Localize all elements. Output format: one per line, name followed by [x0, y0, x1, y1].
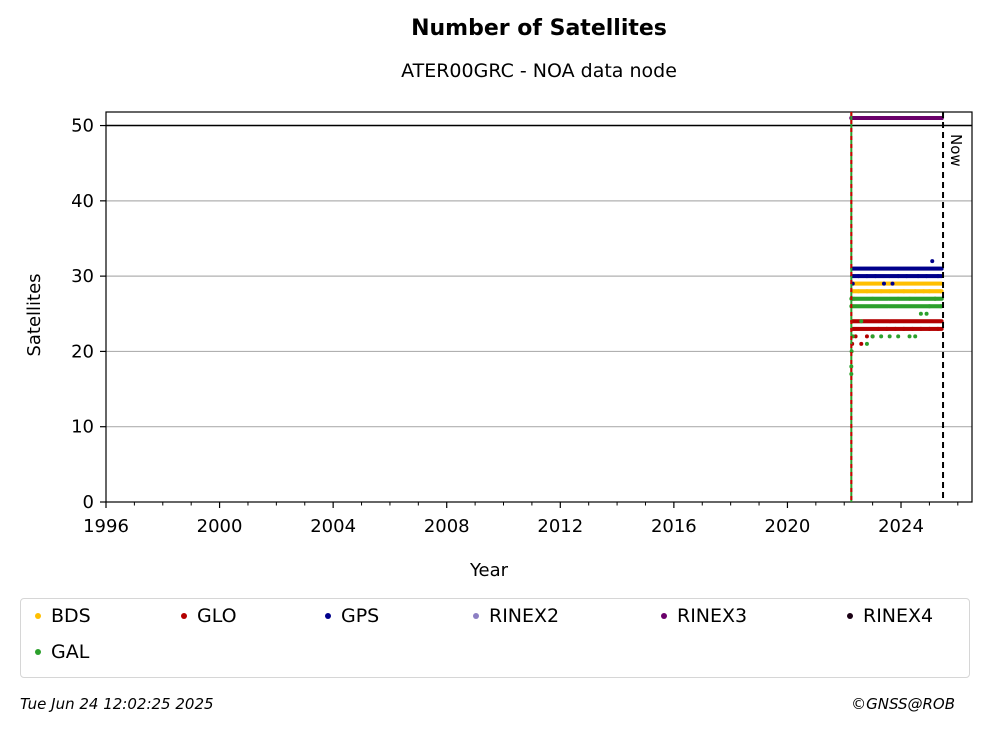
point-gal	[859, 319, 864, 324]
legend-marker	[847, 613, 853, 619]
x-tick-label: 2012	[537, 516, 583, 537]
chart-subtitle: ATER00GRC - NOA data node	[401, 60, 677, 82]
y-axis-label: Satellites	[24, 273, 45, 356]
point-bds	[887, 289, 892, 294]
point-gal	[933, 296, 938, 301]
point-glo	[910, 326, 915, 331]
point-gal	[913, 334, 918, 339]
point-glo	[927, 326, 932, 331]
legend-marker	[35, 649, 41, 655]
point-bds	[927, 289, 932, 294]
legend-label: GLO	[197, 605, 237, 627]
series-bds	[850, 281, 944, 324]
legend: BDS GLO GPS RINEX2 RINEX3 RINEX4 GAL	[20, 598, 970, 678]
point-gal	[864, 341, 869, 346]
point-gps	[924, 274, 929, 279]
point-glo	[876, 326, 881, 331]
point-bds	[856, 289, 861, 294]
series-gps	[850, 259, 944, 301]
point-gps	[935, 274, 940, 279]
point-glo	[935, 326, 940, 331]
legend-item-bds: BDS	[35, 605, 91, 627]
y-tick-label: 40	[71, 191, 94, 212]
legend-item-gal: GAL	[35, 641, 89, 663]
point-gal	[924, 311, 929, 316]
legend-label: RINEX3	[677, 605, 748, 627]
satellites-chart: 0 10 20 30 40 50 1996 2000 2004 2008 2012 2016 2020 2…	[24, 111, 973, 581]
x-tick-label: 2008	[424, 516, 470, 537]
y-tick-label: 20	[71, 341, 94, 362]
point-bds	[864, 289, 869, 294]
series-glo	[850, 319, 944, 346]
point-glo	[901, 326, 906, 331]
legend-item-glo: GLO	[181, 605, 237, 627]
x-tick-label: 2000	[197, 516, 243, 537]
legend-item-rinex4: RINEX4	[847, 605, 933, 627]
legend-label: RINEX4	[863, 605, 934, 627]
series-gal	[849, 296, 944, 377]
y-tick-label: 30	[71, 266, 94, 287]
x-tick-label: 2004	[310, 516, 356, 537]
point-gal	[918, 311, 923, 316]
y-tick-label: 50	[71, 116, 94, 137]
point-gal	[927, 304, 932, 309]
point-glo	[884, 326, 889, 331]
point-gps	[916, 274, 921, 279]
point-gps	[881, 281, 886, 286]
point-glo	[893, 326, 898, 331]
now-label: Now	[947, 134, 965, 167]
point-gal	[938, 304, 943, 309]
series-rinex3	[849, 116, 944, 121]
point-gal	[879, 334, 884, 339]
x-tick-label: 2024	[878, 516, 924, 537]
point-gps	[873, 274, 878, 279]
legend-item-rinex2: RINEX2	[473, 605, 559, 627]
point-gps	[864, 274, 869, 279]
point-gps	[896, 274, 901, 279]
legend-label: GAL	[51, 641, 90, 663]
legend-marker	[473, 613, 479, 619]
point-glo	[859, 341, 864, 346]
point-gps	[930, 259, 935, 264]
point-glo	[864, 334, 869, 339]
legend-label: RINEX2	[489, 605, 560, 627]
y-tick-label: 10	[71, 417, 94, 438]
plot-frame	[105, 111, 973, 503]
legend-item-gps: GPS	[325, 605, 379, 627]
timestamp: Tue Jun 24 12:02:25 2025	[20, 695, 214, 713]
point-glo	[918, 326, 923, 331]
point-glo	[853, 334, 858, 339]
x-tick-label: 2020	[765, 516, 811, 537]
legend-label: GPS	[341, 605, 380, 627]
y-tick-label: 0	[83, 492, 94, 513]
legend-marker	[181, 613, 187, 619]
point-gal	[887, 334, 892, 339]
point-bds	[913, 289, 918, 294]
x-axis-label: Year	[469, 560, 509, 581]
point-bds	[879, 289, 884, 294]
legend-label: BDS	[51, 605, 91, 627]
point-bds	[938, 289, 943, 294]
chart-title: Number of Satellites	[411, 16, 667, 41]
point-gal	[896, 334, 901, 339]
point-gal	[907, 334, 912, 339]
x-tick-label: 1996	[83, 516, 129, 537]
point-bds	[901, 289, 906, 294]
point-gps	[904, 274, 909, 279]
point-bds	[921, 289, 926, 294]
legend-marker	[35, 613, 41, 619]
point-gps	[890, 281, 895, 286]
x-tick-label: 2016	[651, 516, 697, 537]
legend-marker	[661, 613, 667, 619]
legend-marker	[325, 613, 331, 619]
point-gal	[870, 334, 875, 339]
point-gps	[856, 274, 861, 279]
credit: ©GNSS@ROB	[851, 695, 955, 713]
legend-item-rinex3: RINEX3	[661, 605, 747, 627]
